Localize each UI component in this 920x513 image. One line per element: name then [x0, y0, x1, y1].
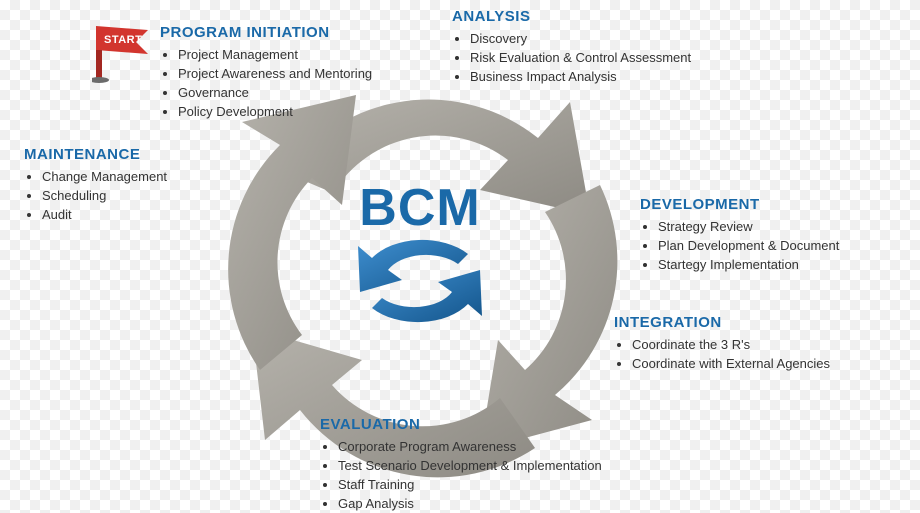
list-item: Governance [178, 84, 420, 103]
section-list: Strategy Review Plan Development & Docum… [658, 218, 870, 275]
list-item: Plan Development & Document [658, 237, 870, 256]
section-title: MAINTENANCE [24, 146, 234, 164]
list-item: Scheduling [42, 187, 234, 206]
section-integration: INTEGRATION Coordinate the 3 R's Coordin… [614, 314, 874, 374]
section-list: Coordinate the 3 R's Coordinate with Ext… [632, 336, 874, 374]
list-item: Gap Analysis [338, 495, 660, 513]
list-item: Policy Development [178, 103, 420, 122]
list-item: Project Awareness and Mentoring [178, 65, 420, 84]
section-maintenance: MAINTENANCE Change Management Scheduling… [24, 146, 234, 225]
section-title: DEVELOPMENT [640, 196, 870, 214]
section-title: EVALUATION [320, 416, 660, 434]
center-label: BCM [320, 178, 520, 238]
section-list: Discovery Risk Evaluation & Control Asse… [470, 30, 752, 87]
list-item: Test Scenario Development & Implementati… [338, 457, 660, 476]
list-item: Discovery [470, 30, 752, 49]
section-list: Corporate Program Awareness Test Scenari… [338, 438, 660, 513]
list-item: Audit [42, 206, 234, 225]
list-item: Startegy Implementation [658, 256, 870, 275]
list-item: Project Management [178, 46, 420, 65]
section-list: Change Management Scheduling Audit [42, 168, 234, 225]
start-flag: START [92, 24, 154, 84]
section-analysis: ANALYSIS Discovery Risk Evaluation & Con… [452, 8, 752, 87]
section-program-initiation: PROGRAM INITIATION Project Management Pr… [160, 24, 420, 121]
list-item: Change Management [42, 168, 234, 187]
list-item: Strategy Review [658, 218, 870, 237]
section-list: Project Management Project Awareness and… [178, 46, 420, 121]
list-item: Coordinate the 3 R's [632, 336, 874, 355]
section-title: ANALYSIS [452, 8, 752, 26]
list-item: Corporate Program Awareness [338, 438, 660, 457]
start-flag-label: START [104, 34, 142, 46]
list-item: Risk Evaluation & Control Assessment [470, 49, 752, 68]
section-title: INTEGRATION [614, 314, 874, 332]
section-title: PROGRAM INITIATION [160, 24, 420, 42]
section-evaluation: EVALUATION Corporate Program Awareness T… [320, 416, 660, 513]
section-development: DEVELOPMENT Strategy Review Plan Develop… [640, 196, 870, 275]
list-item: Business Impact Analysis [470, 68, 752, 87]
list-item: Staff Training [338, 476, 660, 495]
list-item: Coordinate with External Agencies [632, 355, 874, 374]
